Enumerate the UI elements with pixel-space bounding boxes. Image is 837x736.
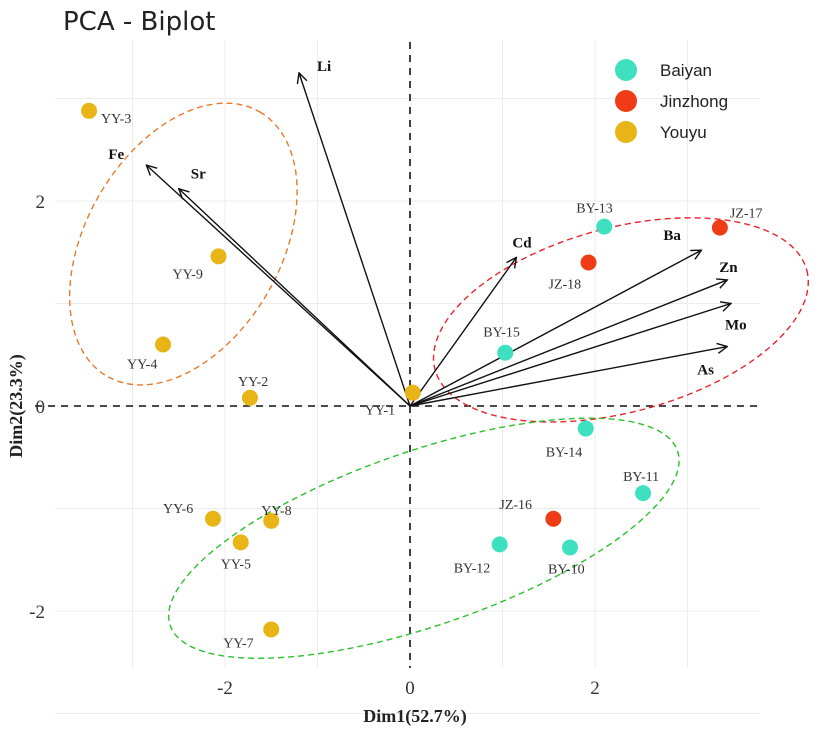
point-by-14 [577, 420, 594, 437]
legend: Baiyan Jinzhong Youyu [615, 59, 728, 143]
legend-marker-baiyan [615, 59, 637, 81]
point-yy-1 [404, 384, 421, 401]
ellipse-youyu [68, 102, 298, 386]
point-label-jz-16: JZ-16 [499, 498, 532, 513]
point-label-yy-7: YY-7 [223, 636, 253, 651]
point-label-yy-1: YY-1 [365, 404, 395, 419]
vector-as [409, 347, 727, 407]
point-jz-17 [711, 219, 728, 236]
point-by-11 [635, 485, 652, 502]
vector-sr [179, 189, 411, 407]
point-label-by-14: BY-14 [546, 446, 583, 461]
point-yy-8 [263, 512, 280, 529]
vector-label-mo: Mo [725, 318, 747, 334]
vector-label-fe: Fe [108, 147, 124, 163]
vector-ba [409, 250, 701, 407]
point-yy-3 [81, 102, 98, 119]
grid [55, 40, 760, 714]
point-yy-9 [210, 248, 227, 265]
point-label-yy-2: YY-2 [238, 375, 268, 390]
vector-label-zn: Zn [719, 260, 738, 276]
y-tick-label: 0 [36, 397, 46, 418]
x-tick-label: -2 [217, 678, 233, 699]
zero-lines [35, 42, 760, 668]
vector-zn [409, 280, 727, 407]
sample-points: BY-13 BY-15 BY-14 BY-11 BY-12 BY-10 JZ-17 JZ-18… [81, 102, 763, 651]
chart-title: PCA - Biplot [63, 7, 215, 37]
point-by-10 [562, 539, 579, 556]
point-label-by-11: BY-11 [623, 470, 659, 485]
x-tick-label: 0 [405, 678, 415, 699]
vector-fe [146, 165, 411, 407]
point-label-yy-4: YY-4 [127, 358, 157, 373]
y-tick-label: -2 [29, 602, 45, 623]
vector-li [299, 73, 411, 407]
point-by-13 [596, 218, 613, 235]
point-label-jz-18: JZ-18 [549, 278, 582, 293]
point-by-12 [491, 536, 508, 553]
point-label-by-10: BY-10 [548, 562, 585, 577]
point-yy-7 [263, 621, 280, 638]
point-label-by-12: BY-12 [454, 561, 491, 576]
legend-marker-youyu [615, 121, 637, 143]
vector-label-li: Li [317, 59, 331, 75]
point-yy-5 [232, 534, 249, 551]
point-jz-16 [545, 510, 562, 527]
point-label-yy-5: YY-5 [221, 557, 251, 572]
axis-ticks: -2 0 2 -2 0 2 [29, 192, 600, 699]
point-label-by-15: BY-15 [483, 326, 520, 341]
ellipse-jinzhong [432, 217, 809, 423]
legend-label-baiyan: Baiyan [660, 61, 712, 80]
vector-label-ba: Ba [663, 228, 681, 244]
point-label-jz-17: JZ-17 [730, 207, 763, 222]
point-label-yy-8: YY-8 [261, 504, 291, 519]
point-yy-2 [241, 389, 258, 406]
vector-label-cd: Cd [512, 235, 532, 251]
vector-label-as: As [697, 363, 714, 379]
point-label-yy-3: YY-3 [101, 112, 131, 127]
vector-mo [409, 304, 731, 407]
point-label-yy-9: YY-9 [173, 267, 203, 282]
point-yy-4 [155, 336, 172, 353]
vector-label-sr: Sr [191, 167, 206, 183]
point-jz-18 [580, 254, 597, 271]
y-tick-label: 2 [36, 192, 46, 213]
y-axis-label: Dim2(23.3%) [6, 354, 27, 457]
ellipse-baiyan [167, 417, 680, 659]
legend-label-jinzhong: Jinzhong [660, 92, 728, 111]
point-label-yy-6: YY-6 [163, 502, 193, 517]
loading-vectors: Li Fe Sr Cd Ba Zn Mo As [108, 59, 747, 407]
vector-cd [409, 257, 516, 407]
x-axis-label: Dim1(52.7%) [363, 706, 466, 727]
group-ellipses [68, 102, 809, 659]
point-label-by-13: BY-13 [576, 202, 613, 217]
legend-label-youyu: Youyu [660, 123, 707, 142]
x-tick-label: 2 [590, 678, 600, 699]
point-by-15 [497, 344, 514, 361]
point-yy-6 [204, 510, 221, 527]
legend-marker-jinzhong [615, 90, 637, 112]
